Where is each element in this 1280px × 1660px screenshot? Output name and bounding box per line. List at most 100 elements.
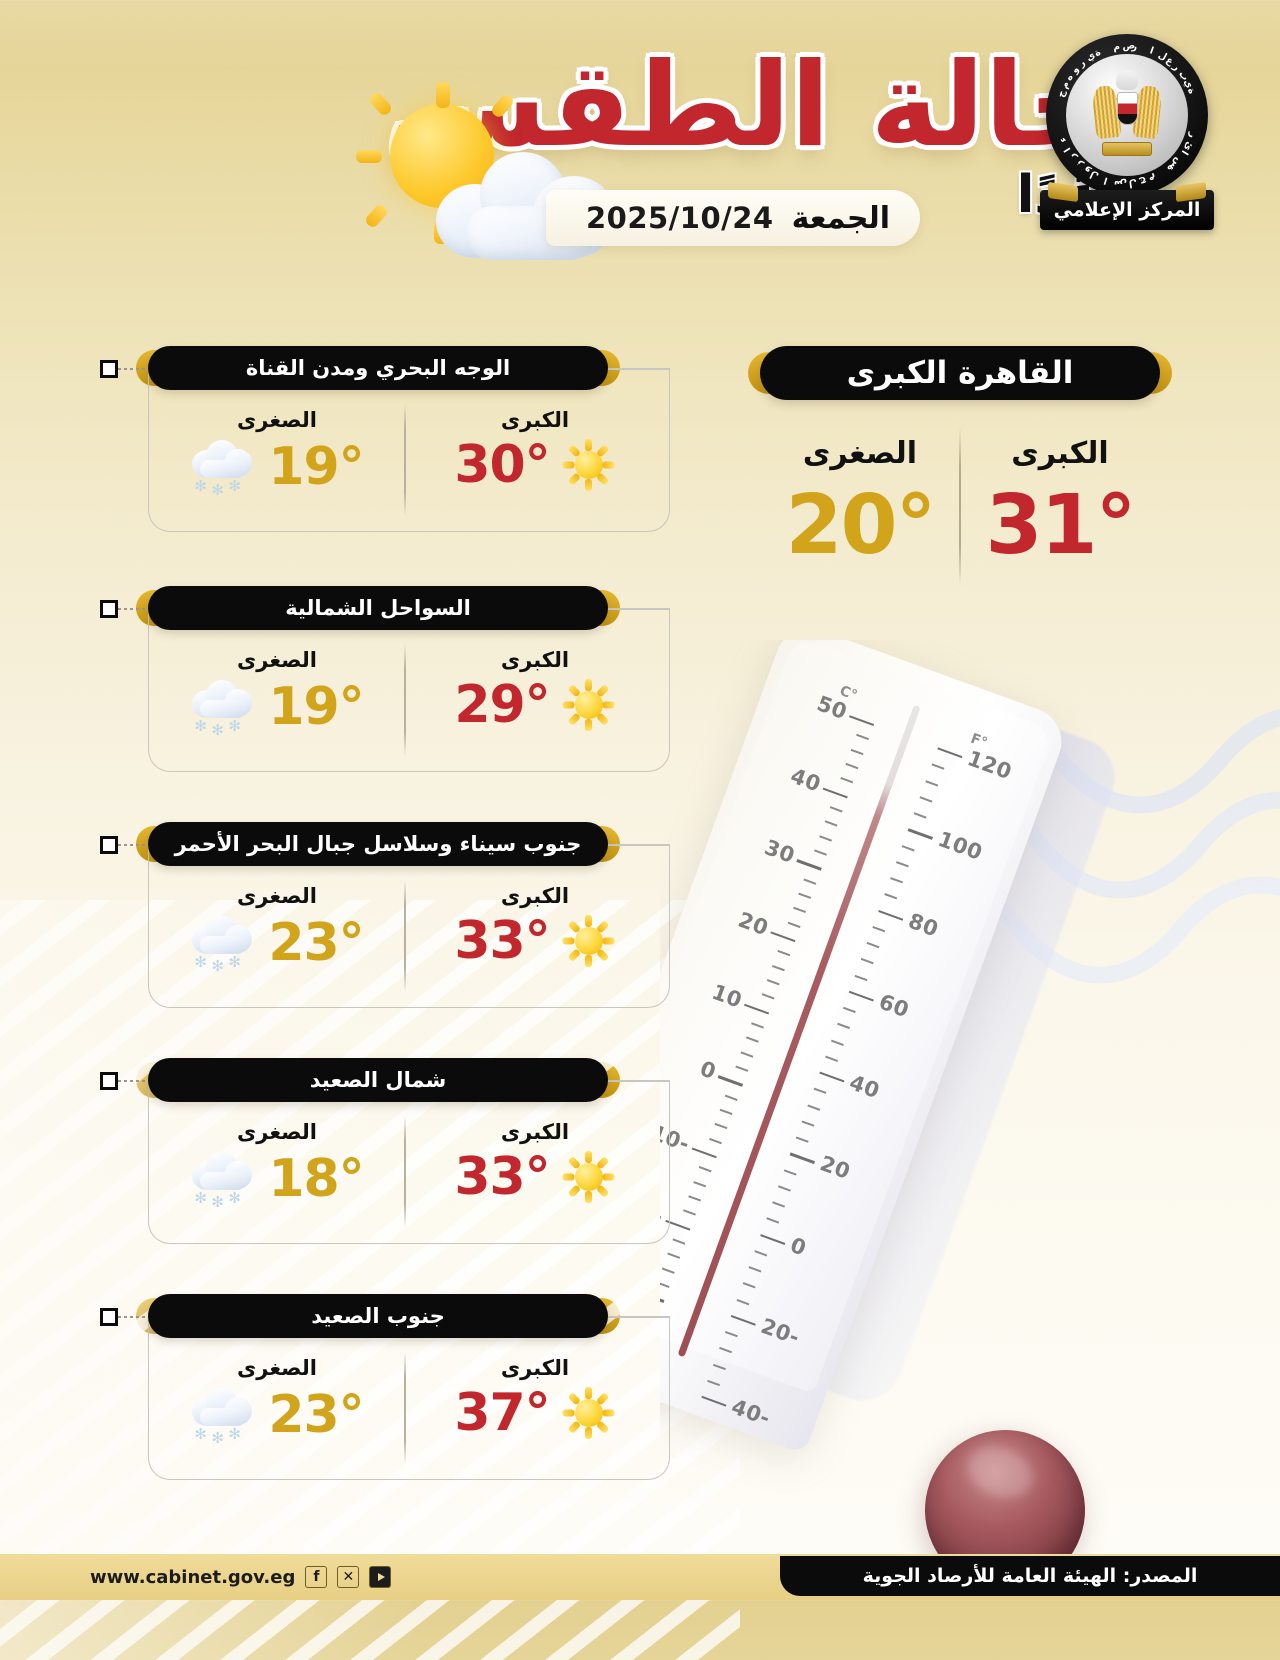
region-card: السواحل الشمالية الكبرى 29° الصغرى 19° ✻… <box>100 586 670 776</box>
snow-cloud-icon: ✻ ✻ ✻ <box>190 1150 256 1210</box>
snow-cloud-icon: ✻ ✻ ✻ <box>190 914 256 974</box>
cairo-min-value: 20° <box>785 478 936 573</box>
region-max-label: الكبرى <box>500 1356 570 1380</box>
region-name: الوجه البحري ومدن القناة <box>245 356 511 380</box>
region-min-value: 19° <box>268 437 364 497</box>
region-min-value: 23° <box>268 913 364 973</box>
snow-cloud-icon: ✻ ✻ ✻ <box>190 1386 256 1446</box>
region-values: الكبرى 33° الصغرى 18° ✻ ✻ ✻ <box>148 1116 664 1228</box>
card-marker-line <box>118 368 152 370</box>
date-value: 2025/10/24 <box>585 201 774 235</box>
x-icon[interactable]: ✕ <box>337 1566 360 1588</box>
cairo-max-value: 31° <box>985 478 1136 573</box>
region-min-label: الصغرى <box>237 884 317 908</box>
card-marker-line <box>118 844 152 846</box>
region-min-label: الصغرى <box>237 1356 317 1380</box>
card-marker <box>100 1308 118 1326</box>
cairo-min-label: الصغرى <box>802 436 918 471</box>
sun-icon <box>562 1150 616 1204</box>
cairo-min-column: الصغرى 20° <box>760 428 961 586</box>
region-name: السواحل الشمالية <box>285 596 471 620</box>
cairo-max-column: الكبرى 31° <box>960 436 1160 567</box>
region-max-value: 37° <box>454 1383 550 1443</box>
card-marker-line <box>118 1316 152 1318</box>
sun-icon <box>562 678 616 732</box>
cairo-panel: القاهرة الكبرى الكبرى 31° الصغرى 20° <box>748 346 1172 586</box>
date-badge: الجمعة 2025/10/24 <box>531 190 920 246</box>
snow-cloud-icon: ✻ ✻ ✻ <box>190 438 256 498</box>
sun-icon <box>562 438 616 492</box>
region-min-label: الصغرى <box>237 648 317 672</box>
snow-cloud-icon: ✻ ✻ ✻ <box>190 678 256 738</box>
emblem-banner-text: المركز الإعلامي <box>1053 199 1201 221</box>
header: حالة الطقس غدًا الجمعة 2025/10/24 جمهوري… <box>0 0 1280 300</box>
region-max-label: الكبرى <box>500 1120 570 1144</box>
card-marker-line <box>118 1080 152 1082</box>
region-name: شمال الصعيد <box>309 1068 447 1092</box>
region-name-pill: جنوب الصعيد <box>136 1294 620 1338</box>
region-max-label: الكبرى <box>500 408 570 432</box>
sun-icon <box>562 914 616 968</box>
region-max-cell: الكبرى 33° <box>406 1120 664 1208</box>
emblem-banner: المركز الإعلامي <box>1040 190 1214 230</box>
region-name-pill: السواحل الشمالية <box>136 586 620 630</box>
region-name: جنوب الصعيد <box>311 1304 445 1328</box>
region-values: الكبرى 29° الصغرى 19° ✻ ✻ ✻ <box>148 644 664 756</box>
website-url[interactable]: www.cabinet.gov.eg <box>90 1566 296 1588</box>
youtube-icon[interactable] <box>369 1566 392 1588</box>
card-marker <box>100 1072 118 1090</box>
region-values: الكبرى 37° الصغرى 23° ✻ ✻ ✻ <box>148 1352 664 1464</box>
cairo-name: القاهرة الكبرى <box>846 355 1074 391</box>
region-card: الوجه البحري ومدن القناة الكبرى 30° الصغ… <box>100 346 670 536</box>
region-max-cell: الكبرى 37° <box>406 1356 664 1444</box>
region-name-pill: جنوب سيناء وسلاسل جبال البحر الأحمر <box>136 822 620 866</box>
card-marker-line <box>118 608 152 610</box>
pill-cap-right <box>1146 352 1172 394</box>
region-min-cell: الصغرى 19° ✻ ✻ ✻ <box>148 644 406 756</box>
region-name-pill: الوجه البحري ومدن القناة <box>136 346 620 390</box>
region-min-cell: الصغرى 23° ✻ ✻ ✻ <box>148 880 406 992</box>
card-marker <box>100 836 118 854</box>
region-max-value: 33° <box>454 1147 550 1207</box>
region-max-cell: الكبرى 29° <box>406 648 664 736</box>
region-min-cell: الصغرى 23° ✻ ✻ ✻ <box>148 1352 406 1464</box>
source-text: المصدر: الهيئة العامة للأرصاد الجوية <box>862 1565 1198 1587</box>
region-max-cell: الكبرى 30° <box>406 408 664 496</box>
thermometer-bulb <box>902 1407 1108 1570</box>
facebook-icon[interactable]: f <box>305 1566 328 1588</box>
region-min-label: الصغرى <box>237 408 317 432</box>
region-min-cell: الصغرى 19° ✻ ✻ ✻ <box>148 404 406 516</box>
region-min-value: 23° <box>268 1385 364 1445</box>
pill-cap-left <box>748 352 774 394</box>
region-name-pill: شمال الصعيد <box>136 1058 620 1102</box>
footer-links: ✕ f www.cabinet.gov.eg <box>90 1566 392 1588</box>
region-max-label: الكبرى <box>500 648 570 672</box>
region-card: شمال الصعيد الكبرى 33° الصغرى 18° ✻ ✻ ✻ <box>100 1058 670 1248</box>
cairo-max-label: الكبرى <box>1011 436 1109 471</box>
region-max-cell: الكبرى 33° <box>406 884 664 972</box>
cairo-name-pill: القاهرة الكبرى <box>748 346 1172 400</box>
region-values: الكبرى 30° الصغرى 19° ✻ ✻ ✻ <box>148 404 664 516</box>
footer: المصدر: الهيئة العامة للأرصاد الجوية ✕ f… <box>0 1554 1280 1600</box>
date-day-label: الجمعة <box>791 200 890 236</box>
region-name: جنوب سيناء وسلاسل جبال البحر الأحمر <box>174 832 582 856</box>
sun-icon <box>562 1386 616 1440</box>
region-card: جنوب سيناء وسلاسل جبال البحر الأحمر الكب… <box>100 822 670 1012</box>
region-min-cell: الصغرى 18° ✻ ✻ ✻ <box>148 1116 406 1228</box>
region-max-value: 33° <box>454 911 550 971</box>
card-marker <box>100 600 118 618</box>
region-max-value: 29° <box>454 675 550 735</box>
region-min-value: 18° <box>268 1149 364 1209</box>
card-marker <box>100 360 118 378</box>
source-badge: المصدر: الهيئة العامة للأرصاد الجوية <box>780 1556 1280 1596</box>
region-card: جنوب الصعيد الكبرى 37° الصغرى 23° ✻ ✻ ✻ <box>100 1294 670 1484</box>
region-min-label: الصغرى <box>237 1120 317 1144</box>
region-min-value: 19° <box>268 677 364 737</box>
region-max-value: 30° <box>454 435 550 495</box>
eagle-of-saladin-icon <box>1091 70 1163 156</box>
region-values: الكبرى 33° الصغرى 23° ✻ ✻ ✻ <box>148 880 664 992</box>
background-fade <box>0 900 420 1660</box>
background-stripes-pattern <box>0 900 740 1660</box>
